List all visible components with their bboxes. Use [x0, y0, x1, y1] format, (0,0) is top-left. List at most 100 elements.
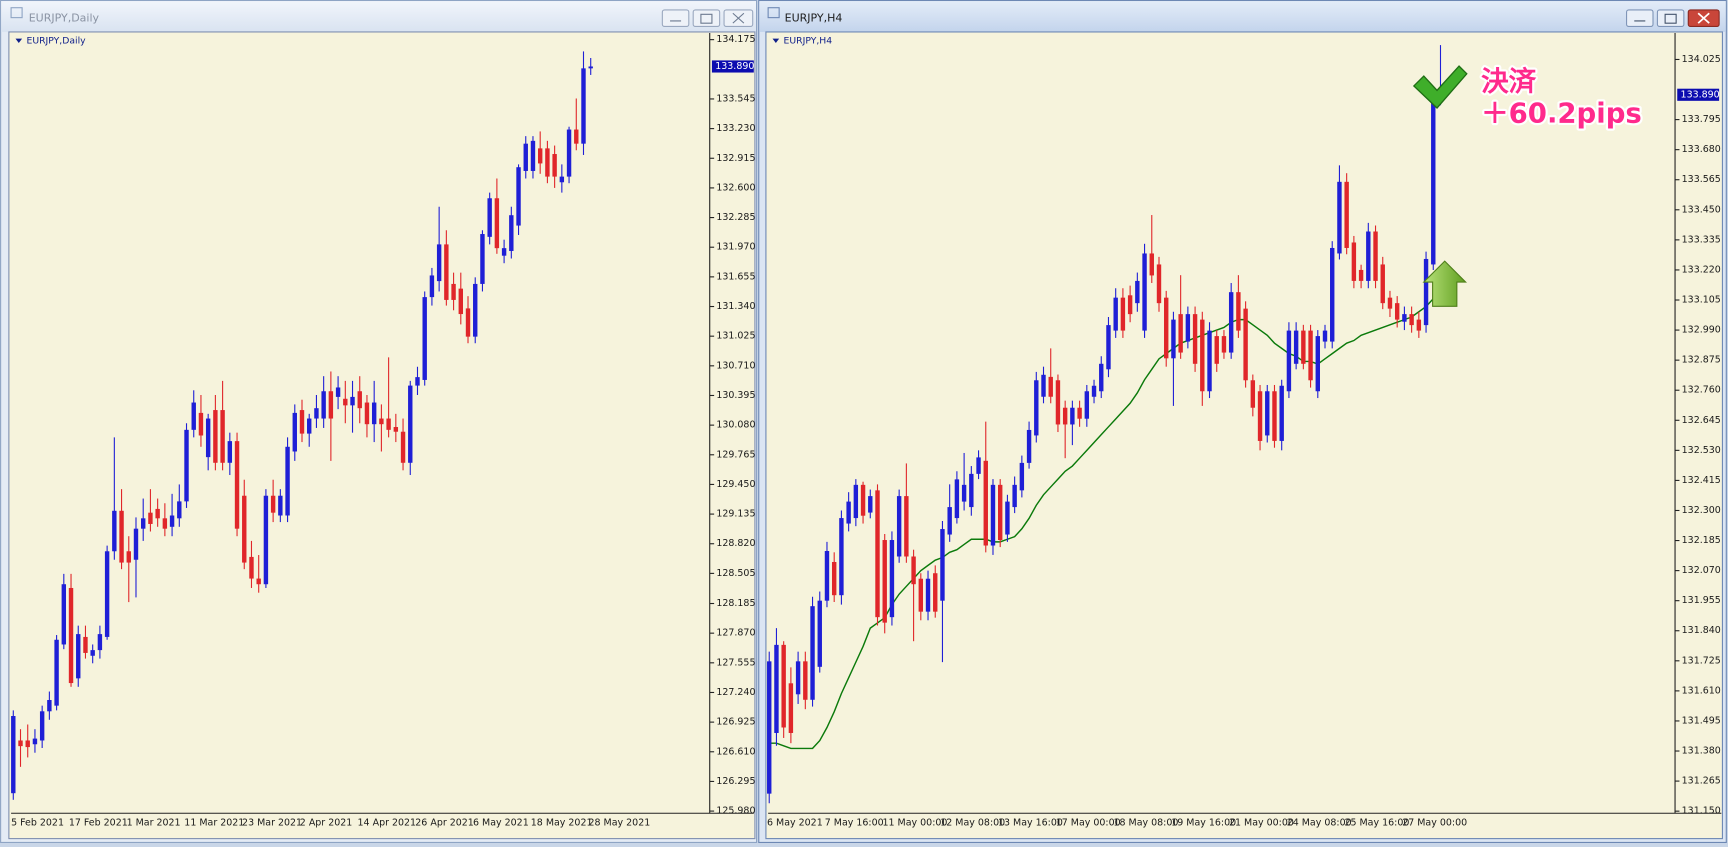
candle-body: [184, 429, 189, 502]
candle-body: [947, 507, 952, 535]
candle-body: [530, 140, 536, 171]
candle-body: [911, 556, 916, 585]
candle-body: [83, 636, 88, 653]
y-tick-label: 132.915: [716, 153, 755, 164]
candle-body: [1402, 314, 1407, 322]
candle-body: [1301, 330, 1306, 364]
candle-body: [350, 396, 355, 406]
y-tick-label: 131.495: [1682, 715, 1721, 726]
y-tick-label: 127.870: [716, 628, 755, 639]
candle-body: [18, 740, 23, 747]
candle-body: [1279, 385, 1284, 441]
candle-body: [552, 154, 557, 177]
candle-body: [1026, 429, 1032, 463]
y-tick-label: 131.655: [716, 271, 755, 282]
candle-body: [68, 587, 74, 684]
y-tick-label: 126.925: [716, 717, 755, 728]
maximize-button[interactable]: [692, 9, 721, 27]
candle-body: [133, 528, 139, 560]
minimize-button[interactable]: [1626, 9, 1654, 27]
y-tick-label: 131.265: [1682, 776, 1721, 787]
candle-body: [1257, 391, 1263, 441]
candle-body: [1091, 385, 1097, 397]
candle-body: [954, 479, 960, 519]
candle-body: [76, 634, 81, 679]
x-tick-label: 17 Feb 2021: [69, 818, 128, 829]
x-tick-label: 11 Mar 2021: [184, 818, 244, 829]
window-title: EURJPY,H4: [785, 12, 843, 25]
candle-body: [234, 441, 240, 529]
candle-body: [868, 496, 873, 513]
candle-body: [1164, 297, 1169, 359]
candle-body: [896, 496, 902, 557]
candle-body: [25, 740, 30, 748]
candle-body: [781, 644, 786, 728]
x-tick-label: 21 May 00:00: [1229, 818, 1294, 829]
title-bar: [759, 1, 1726, 32]
candle-body: [516, 167, 521, 226]
window-icon: [767, 7, 780, 19]
y-tick-label: 130.395: [716, 390, 755, 401]
x-tick-label: 17 May 00:00: [1056, 818, 1121, 829]
y-tick-label: 132.300: [1682, 505, 1721, 516]
x-tick-label: 6 May 2021: [767, 818, 823, 829]
candle-body: [803, 661, 808, 700]
candle-body: [1041, 374, 1046, 397]
candle-body: [1380, 264, 1385, 304]
candle-body: [335, 387, 341, 397]
annotation-title: 決済: [1481, 66, 1537, 98]
annotation-pips: ＋60.2pips: [1481, 98, 1642, 130]
candle-body: [1192, 314, 1198, 364]
candle-body: [451, 283, 456, 300]
candle-body: [1236, 292, 1241, 331]
y-tick-label: 131.970: [716, 242, 755, 253]
candle-body: [1062, 407, 1068, 425]
candle-body: [767, 661, 772, 794]
up-arrow-icon: [1422, 260, 1468, 307]
candle-body: [292, 412, 297, 452]
candle-body: [371, 402, 377, 425]
chart-label: EURJPY,Daily: [27, 35, 87, 46]
y-tick-label: 129.765: [716, 449, 755, 460]
candle-body: [1228, 292, 1234, 353]
candle-body: [860, 484, 866, 516]
x-tick-label: 24 May 08:00: [1287, 818, 1352, 829]
maximize-button[interactable]: [1656, 9, 1685, 27]
candle-body: [169, 515, 175, 527]
candle-body: [1344, 181, 1349, 248]
candle-body: [1200, 319, 1205, 392]
candle-body: [299, 410, 305, 434]
candle-body: [1387, 297, 1393, 309]
y-tick-label: 133.795: [1682, 114, 1721, 125]
candle-body: [1106, 325, 1111, 370]
y-tick-label: 131.380: [1682, 746, 1721, 757]
candle-body: [574, 129, 579, 144]
candle-body: [357, 391, 362, 409]
candle-body: [810, 606, 815, 700]
y-tick-label: 129.135: [716, 509, 755, 520]
last-price-label: 133.890: [1681, 89, 1720, 100]
y-tick-label: 127.555: [716, 657, 755, 668]
candle-body: [61, 584, 67, 645]
candle-body: [429, 275, 435, 298]
candle-body: [126, 551, 131, 563]
y-tick-label: 128.505: [716, 568, 755, 579]
candle-body: [1120, 297, 1126, 331]
candle-body: [494, 198, 500, 249]
candle-body: [566, 129, 572, 177]
x-tick-label: 27 May 00:00: [1402, 818, 1467, 829]
button-glyphs: [1634, 13, 1677, 24]
candle-body: [1423, 258, 1429, 326]
y-tick-label: 130.710: [716, 360, 755, 371]
candle-body: [1221, 336, 1227, 353]
minimize-button[interactable]: [661, 9, 690, 27]
y-tick-label: 131.025: [716, 331, 755, 342]
check-icon: [1412, 65, 1468, 109]
x-tick-label: 13 May 16:00: [998, 818, 1063, 829]
candle-body: [263, 495, 269, 585]
candle-body: [213, 410, 218, 463]
candle-body: [925, 578, 931, 612]
candle-body: [1185, 314, 1191, 342]
candle-body: [1243, 308, 1248, 381]
candle-body: [1099, 363, 1104, 392]
